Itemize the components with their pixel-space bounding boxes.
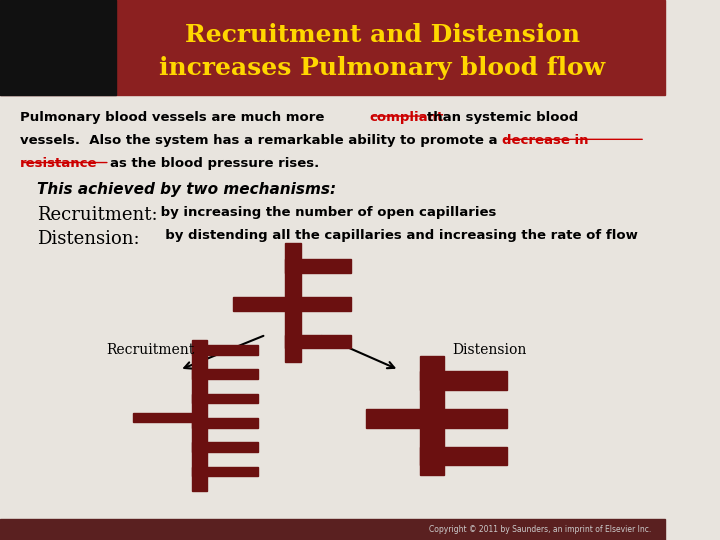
- Bar: [420, 356, 444, 475]
- Bar: [192, 369, 258, 379]
- Text: compliant: compliant: [369, 111, 444, 124]
- Text: as the blood pressure rises.: as the blood pressure rises.: [109, 157, 319, 170]
- Bar: [284, 243, 300, 362]
- Bar: [0, 0, 117, 94]
- Bar: [366, 409, 420, 428]
- Text: Copyright © 2011 by Saunders, an imprint of Elsevier Inc.: Copyright © 2011 by Saunders, an imprint…: [429, 525, 652, 534]
- Bar: [284, 297, 351, 310]
- Text: Pulmonary blood vessels are much more: Pulmonary blood vessels are much more: [20, 111, 324, 124]
- Bar: [0, 519, 665, 540]
- Bar: [192, 345, 258, 355]
- Text: than systemic blood: than systemic blood: [427, 111, 578, 124]
- Bar: [192, 467, 258, 476]
- Bar: [192, 340, 207, 491]
- Text: resistance: resistance: [20, 157, 97, 170]
- Text: Recruitment and Distension: Recruitment and Distension: [185, 23, 580, 47]
- Bar: [233, 297, 284, 310]
- Bar: [192, 394, 258, 403]
- Bar: [284, 259, 351, 273]
- Text: by increasing the number of open capillaries: by increasing the number of open capilla…: [156, 206, 497, 219]
- Bar: [0, 0, 665, 94]
- Text: Distension: Distension: [452, 343, 526, 357]
- Text: Distension:: Distension:: [37, 230, 139, 247]
- Text: vessels.  Also the system has a remarkable ability to promote a: vessels. Also the system has a remarkabl…: [20, 134, 498, 147]
- Bar: [192, 442, 258, 452]
- Text: Recruitment:: Recruitment:: [37, 206, 157, 224]
- Bar: [284, 335, 351, 348]
- Text: Recruitment: Recruitment: [107, 343, 194, 357]
- Bar: [420, 409, 507, 428]
- Bar: [420, 447, 507, 465]
- Text: by distending all the capillaries and increasing the rate of flow: by distending all the capillaries and in…: [156, 230, 638, 242]
- Bar: [192, 418, 258, 428]
- Bar: [420, 371, 507, 390]
- Text: decrease in: decrease in: [502, 134, 588, 147]
- Bar: [133, 413, 192, 422]
- Text: increases Pulmonary blood flow: increases Pulmonary blood flow: [159, 56, 606, 79]
- Text: This achieved by two mechanisms:: This achieved by two mechanisms:: [37, 182, 336, 197]
